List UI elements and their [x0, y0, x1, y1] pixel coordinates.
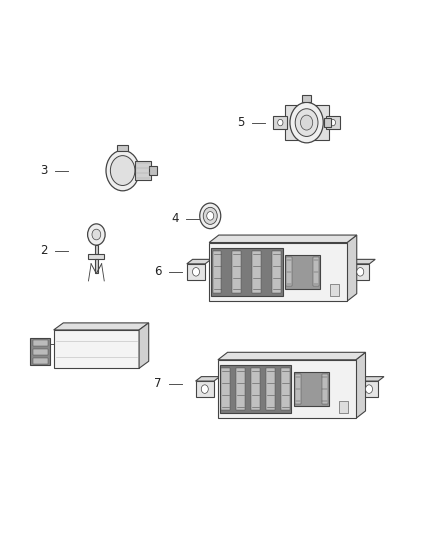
Polygon shape [53, 323, 149, 330]
Polygon shape [209, 243, 347, 301]
Polygon shape [220, 365, 291, 413]
Polygon shape [339, 401, 348, 413]
Polygon shape [281, 368, 290, 410]
Polygon shape [195, 381, 214, 397]
Polygon shape [286, 257, 292, 286]
Polygon shape [33, 349, 48, 355]
Polygon shape [326, 116, 340, 129]
Polygon shape [285, 106, 328, 140]
Polygon shape [213, 251, 222, 293]
Polygon shape [195, 377, 220, 381]
Circle shape [295, 109, 318, 136]
Polygon shape [251, 368, 260, 410]
Polygon shape [324, 118, 331, 127]
Circle shape [278, 119, 283, 126]
Circle shape [110, 156, 135, 185]
Text: 2: 2 [40, 244, 48, 257]
Polygon shape [95, 245, 98, 254]
Polygon shape [222, 368, 230, 410]
Polygon shape [360, 381, 378, 397]
Polygon shape [187, 260, 211, 264]
Circle shape [330, 119, 336, 126]
Polygon shape [117, 145, 128, 151]
Text: 7: 7 [154, 377, 162, 390]
Polygon shape [149, 166, 157, 175]
Polygon shape [218, 352, 365, 360]
Circle shape [192, 268, 199, 276]
Polygon shape [187, 264, 205, 280]
Circle shape [290, 102, 323, 143]
Polygon shape [252, 251, 261, 293]
Polygon shape [295, 375, 301, 403]
Circle shape [92, 229, 101, 240]
Polygon shape [218, 360, 356, 418]
Circle shape [207, 212, 214, 220]
Circle shape [365, 385, 372, 393]
Polygon shape [30, 338, 50, 365]
Text: 1: 1 [31, 337, 39, 350]
Circle shape [300, 115, 313, 130]
Circle shape [88, 224, 105, 245]
Polygon shape [266, 368, 275, 410]
Polygon shape [356, 352, 365, 418]
Polygon shape [321, 375, 328, 403]
Polygon shape [302, 95, 311, 102]
Polygon shape [236, 368, 245, 410]
Polygon shape [294, 372, 328, 406]
Polygon shape [139, 323, 149, 368]
Circle shape [357, 268, 364, 276]
Text: 3: 3 [40, 164, 47, 177]
Polygon shape [233, 251, 241, 293]
Polygon shape [211, 248, 283, 296]
Circle shape [200, 203, 221, 229]
Polygon shape [351, 260, 375, 264]
Polygon shape [313, 257, 319, 286]
Polygon shape [33, 358, 48, 364]
Polygon shape [360, 377, 384, 381]
Circle shape [106, 150, 139, 191]
Polygon shape [135, 161, 151, 180]
Polygon shape [88, 254, 104, 259]
Polygon shape [95, 259, 98, 273]
Polygon shape [273, 116, 287, 129]
Polygon shape [330, 284, 339, 296]
Polygon shape [209, 235, 357, 243]
Text: 5: 5 [237, 116, 244, 129]
Text: 6: 6 [154, 265, 162, 278]
Circle shape [201, 385, 208, 393]
Circle shape [203, 207, 217, 224]
Text: 4: 4 [171, 212, 179, 225]
Polygon shape [285, 255, 320, 289]
Polygon shape [347, 235, 357, 301]
Polygon shape [53, 330, 139, 368]
Polygon shape [33, 340, 48, 346]
Polygon shape [272, 251, 281, 293]
Polygon shape [351, 264, 370, 280]
